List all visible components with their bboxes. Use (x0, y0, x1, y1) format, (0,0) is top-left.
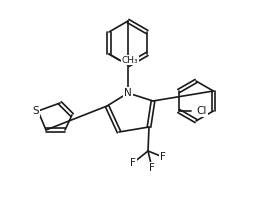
Text: N: N (124, 88, 132, 98)
Text: F: F (149, 163, 155, 173)
Text: CH₃: CH₃ (121, 55, 138, 65)
Text: F: F (160, 152, 166, 162)
Text: F: F (130, 158, 136, 168)
Text: S: S (33, 106, 39, 116)
Text: Cl: Cl (197, 106, 207, 116)
